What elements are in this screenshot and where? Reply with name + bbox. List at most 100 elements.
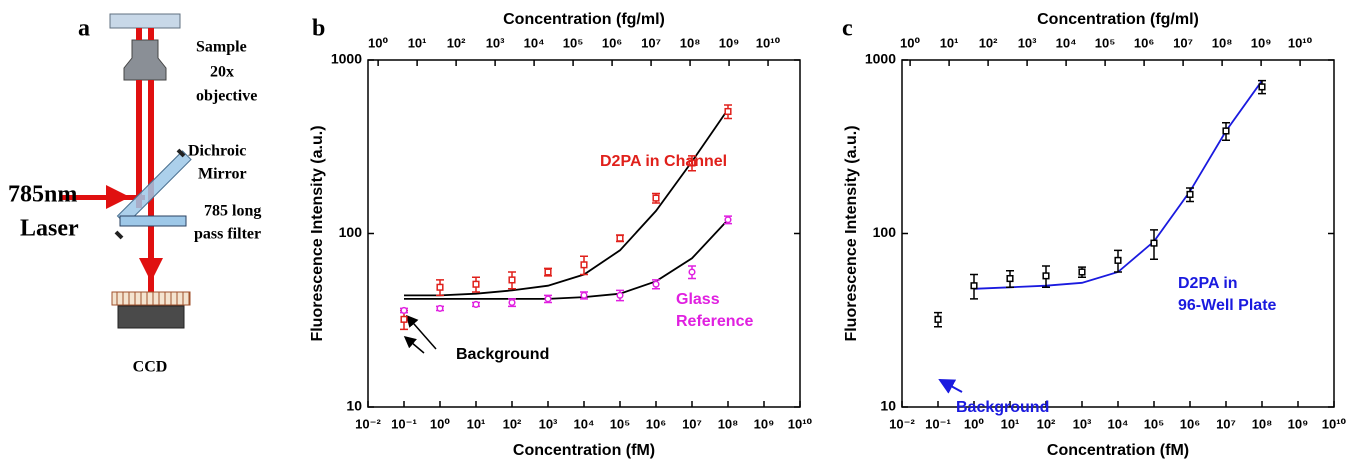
data-point <box>580 291 588 299</box>
ccd-body <box>117 305 185 329</box>
mirror-edge <box>176 148 186 158</box>
x2-tick-label: 10³ <box>486 35 505 50</box>
x-tick-label: 10⁻² <box>889 416 915 431</box>
data-point <box>724 107 732 116</box>
x-tick-label: 10¹ <box>1001 416 1020 431</box>
y-axis-title: Fluorescence Intensity (a.u.) <box>843 125 860 341</box>
panel-label: b <box>312 16 325 42</box>
x-tick-label: 10¹⁰ <box>788 416 813 431</box>
data-point <box>616 291 624 299</box>
annotation: Background <box>456 346 549 363</box>
data-point <box>1078 268 1086 276</box>
data-point <box>508 298 516 307</box>
data-point <box>688 159 696 167</box>
beam <box>148 28 154 40</box>
data-point <box>1258 83 1266 91</box>
x2-tick-label: 10⁷ <box>641 35 661 50</box>
data-point <box>544 295 552 303</box>
plot-frame <box>367 59 801 408</box>
plot-frame <box>901 59 1335 408</box>
x2-tick-label: 10⁴ <box>1056 35 1077 50</box>
data-point <box>688 268 696 276</box>
x-tick-label: 10⁸ <box>718 416 739 431</box>
x-tick-label: 10⁴ <box>574 416 595 431</box>
x-tick-label: 10⁰ <box>430 416 450 431</box>
x2-tick-label: 10² <box>447 35 466 50</box>
data-point <box>652 194 660 202</box>
diagram-label: Mirror <box>198 166 247 183</box>
x-tick-label: 10¹⁰ <box>1322 416 1347 431</box>
data-point <box>970 282 978 290</box>
data-point <box>472 280 480 288</box>
y-tick-label: 1000 <box>331 51 362 67</box>
x-tick-label: 10⁹ <box>1288 416 1309 431</box>
fit-curve <box>404 108 729 297</box>
beam <box>148 80 154 208</box>
x2-tick-label: 10⁷ <box>1173 35 1193 50</box>
annotation-arrow <box>406 314 437 350</box>
data-point <box>724 216 732 224</box>
x2-axis-title: Concentration (fg/ml) <box>503 11 665 28</box>
data-point <box>436 304 444 312</box>
data-point <box>652 280 660 288</box>
x2-tick-label: 10⁰ <box>368 35 388 50</box>
x-tick-label: 10¹ <box>467 416 486 431</box>
annotation-arrow <box>403 336 425 354</box>
x2-tick-label: 10¹⁰ <box>756 35 781 50</box>
diagram-label: objective <box>196 88 257 105</box>
x-tick-label: 10⁵ <box>610 416 631 431</box>
x2-tick-label: 10⁶ <box>1134 35 1154 50</box>
beam <box>148 200 154 292</box>
x2-tick-label: 10⁹ <box>1251 35 1272 50</box>
annotation: D2PA in <box>1178 275 1238 292</box>
data-point <box>616 234 624 242</box>
x2-tick-label: 10⁸ <box>1212 35 1233 50</box>
data-point <box>472 300 480 309</box>
annotation: Background <box>956 399 1049 416</box>
fit-curve <box>404 219 729 300</box>
diagram-label: 20x <box>210 64 234 81</box>
x-tick-label: 10⁰ <box>964 416 984 431</box>
long-pass-filter <box>119 215 187 227</box>
beam <box>136 28 142 40</box>
data-point <box>508 276 516 284</box>
ccd-sensor <box>111 291 191 306</box>
data-point <box>1042 272 1050 280</box>
annotation: Reference <box>676 313 753 330</box>
x-tick-label: 10⁻¹ <box>391 416 417 431</box>
x-tick-label: 10³ <box>539 416 558 431</box>
diagram-label: CCD <box>133 359 168 376</box>
x-tick-label: 10⁻² <box>355 416 381 431</box>
diagram-label: 785nm <box>8 182 77 208</box>
data-point <box>400 306 408 315</box>
x2-tick-label: 10⁵ <box>563 35 584 50</box>
x2-tick-label: 10¹ <box>940 35 959 50</box>
x-tick-label: 10⁷ <box>1216 416 1236 431</box>
annotation: 96-Well Plate <box>1178 297 1277 314</box>
beam <box>136 80 142 208</box>
x2-tick-label: 10⁵ <box>1095 35 1116 50</box>
sample-slide <box>109 13 181 29</box>
x-tick-label: 10⁴ <box>1108 416 1129 431</box>
annotation: Glass <box>676 291 720 308</box>
x-tick-label: 10⁸ <box>1252 416 1273 431</box>
x2-tick-label: 10⁴ <box>524 35 545 50</box>
y-axis-title: Fluorescence Intensity (a.u.) <box>309 125 326 341</box>
x-axis-title: Concentration (fM) <box>513 442 655 459</box>
diagram-label: Dichroic <box>188 143 246 160</box>
x-axis-title: Concentration (fM) <box>1047 442 1189 459</box>
annotation-arrow <box>938 379 963 394</box>
x-tick-label: 10⁻¹ <box>925 416 951 431</box>
data-point <box>1186 190 1194 198</box>
data-point <box>934 315 942 323</box>
x-tick-label: 10⁷ <box>682 416 702 431</box>
x-tick-label: 10² <box>1037 416 1056 431</box>
laser-beam <box>60 195 145 200</box>
panel-label: a <box>78 16 90 42</box>
diagram-label: Laser <box>20 216 79 242</box>
x2-tick-label: 10¹⁰ <box>1288 35 1313 50</box>
y-tick-label: 1000 <box>865 51 896 67</box>
data-point <box>1222 127 1230 135</box>
diagram-label: Sample <box>196 39 247 56</box>
